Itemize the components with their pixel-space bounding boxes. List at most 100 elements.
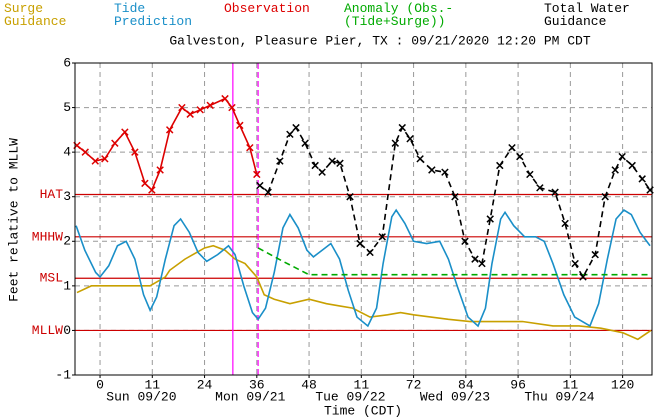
x-marker — [186, 110, 194, 118]
datum-label: MSL — [40, 271, 63, 286]
x-marker — [336, 159, 344, 168]
x-tick-label: 11 — [144, 377, 160, 392]
legend-entry: Tide Prediction — [114, 1, 193, 29]
day-label: Thu 09/24 — [524, 389, 594, 404]
x-marker — [579, 273, 587, 281]
x-marker — [246, 143, 254, 152]
x-marker — [618, 152, 626, 161]
legend-entry: Total Water Guidance — [544, 1, 630, 29]
x-marker — [451, 192, 459, 201]
x-tick-label: 96 — [510, 377, 526, 392]
day-label: Sun 09/20 — [106, 389, 176, 404]
datum-label: MLLW — [32, 323, 63, 338]
x-marker — [148, 186, 156, 194]
day-label: Tue 09/22 — [315, 389, 385, 404]
x-marker — [561, 219, 569, 228]
x-marker — [551, 188, 559, 196]
series-line — [75, 208, 651, 328]
x-marker — [441, 168, 449, 176]
x-tick-label: 48 — [301, 377, 317, 392]
x-tick-label: 24 — [197, 377, 213, 392]
x-marker — [628, 161, 636, 170]
x-marker — [526, 170, 534, 179]
datum-label: MHHW — [32, 229, 63, 244]
x-marker — [156, 166, 164, 174]
x-marker — [276, 157, 284, 165]
x-marker — [121, 128, 129, 136]
x-marker — [286, 130, 294, 139]
x-marker — [591, 250, 599, 259]
x-marker — [461, 237, 469, 246]
day-label: Mon 09/21 — [215, 389, 285, 404]
x-marker — [292, 123, 300, 132]
x-marker — [571, 259, 579, 268]
x-marker — [131, 148, 139, 156]
x-marker — [478, 259, 486, 268]
x-marker — [366, 248, 374, 257]
x-marker — [178, 103, 186, 112]
y-tick-label: 6 — [63, 55, 71, 70]
x-marker — [236, 121, 244, 130]
legend-entry: Surge Guidance — [4, 1, 67, 29]
y-tick-label: 1 — [63, 278, 71, 293]
x-marker — [536, 184, 544, 192]
x-tick-label: 11 — [563, 377, 579, 392]
x-marker — [406, 135, 414, 143]
x-marker — [428, 166, 436, 174]
y-tick-label: 0 — [63, 323, 71, 338]
x-marker — [391, 139, 400, 147]
y-tick-label: 2 — [63, 234, 71, 249]
x-tick-label: 11 — [354, 377, 370, 392]
x-marker — [264, 188, 272, 196]
x-marker — [471, 255, 479, 263]
x-marker — [486, 215, 494, 223]
x-marker — [141, 179, 149, 188]
series-line — [257, 247, 651, 276]
x-marker — [91, 157, 99, 165]
x-marker — [398, 123, 406, 132]
datum-label: HAT — [40, 187, 64, 202]
x-marker — [508, 143, 516, 152]
x-marker — [311, 161, 319, 170]
legend-entry: Observation — [224, 1, 310, 16]
x-marker — [516, 152, 524, 161]
x-marker — [346, 192, 354, 201]
x-marker — [601, 192, 609, 201]
y-axis-label: Feet relative to MLLW — [6, 138, 21, 302]
plot-border — [74, 62, 653, 376]
x-marker — [328, 157, 336, 165]
y-tick-label: 4 — [63, 145, 71, 160]
x-tick-label: 0 — [96, 377, 104, 392]
x-marker — [101, 155, 109, 163]
x-tick-label: 36 — [249, 377, 265, 392]
x-axis-label: Time (CDT) — [324, 403, 402, 418]
x-tick-label: 84 — [458, 377, 474, 392]
x-marker — [356, 239, 364, 248]
x-marker — [256, 181, 264, 190]
chart-title: Galveston, Pleasure Pier, TX : 09/21/202… — [169, 33, 590, 48]
y-tick-label: 5 — [63, 100, 71, 115]
x-marker — [196, 106, 204, 114]
day-label: Wed 09/23 — [420, 389, 490, 404]
x-marker — [611, 166, 619, 174]
x-tick-label: 120 — [611, 377, 634, 392]
x-marker — [416, 155, 424, 163]
y-tick-label: -1 — [55, 367, 71, 382]
x-marker — [378, 233, 386, 241]
x-marker — [111, 139, 119, 147]
x-marker — [81, 148, 89, 156]
x-marker — [221, 94, 229, 103]
x-marker — [638, 175, 646, 183]
x-marker — [206, 101, 214, 110]
x-marker — [318, 168, 326, 176]
series-line — [76, 244, 652, 341]
plot-area — [75, 63, 652, 375]
x-tick-label: 72 — [406, 377, 422, 392]
x-marker — [496, 161, 504, 170]
legend-entry: Anomaly (Obs.-(Tide+Surge)) — [344, 1, 454, 29]
y-tick-label: 3 — [63, 189, 71, 204]
x-marker — [253, 170, 261, 179]
x-marker — [301, 139, 309, 147]
